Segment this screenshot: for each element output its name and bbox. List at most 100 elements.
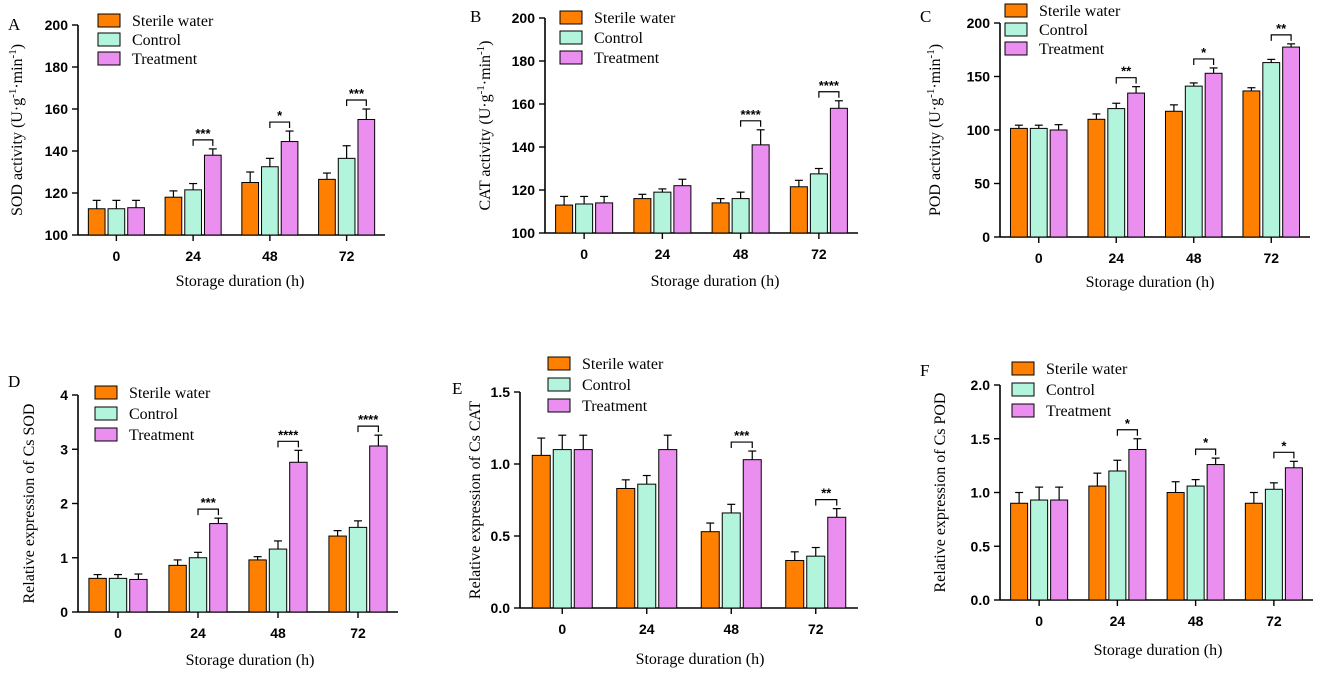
bar-treatment (1050, 499, 1069, 601)
y-axis-label-part: -1 (475, 46, 487, 55)
bar-control (108, 577, 128, 613)
x-tick-label: 0 (1035, 250, 1043, 266)
bar-sterile-water (700, 531, 720, 609)
significance-label: **** (741, 107, 762, 122)
legend-label: Sterile water (582, 356, 664, 373)
y-tick-label: 120 (512, 182, 536, 198)
bar-treatment (827, 516, 847, 609)
bar-treatment (1049, 129, 1068, 238)
panel-b: B 100 120 140 160 180 200 0 24 48 **** 72 **** Steril… (470, 7, 858, 290)
legend-label: Sterile water (129, 385, 211, 402)
y-tick-label: 180 (45, 59, 69, 75)
significance-bracket (197, 508, 219, 516)
bar-sterile-water (789, 186, 808, 234)
legend-label: Sterile water (594, 10, 676, 27)
legend-swatch (94, 427, 118, 442)
bar-treatment (127, 207, 145, 236)
y-tick-label: 200 (45, 17, 69, 33)
significance-label: **** (358, 412, 379, 427)
significance-bracket (1195, 448, 1217, 456)
bar-sterile-water (248, 559, 267, 613)
y-axis-label-part: CAT activity (U·g (477, 94, 494, 210)
bar-control (575, 203, 594, 234)
legend-label: Control (1046, 382, 1095, 399)
significance-bracket (1115, 77, 1137, 84)
panel-f: F 0.0 0.5 1.0 1.5 2.0 0 24 * 48 * 72 * Sterile water C… (920, 361, 1313, 659)
bar-sterile-water (1242, 90, 1261, 238)
bar-sterile-water (785, 559, 805, 609)
significance-bracket (818, 91, 840, 98)
bar-sterile-water (555, 204, 574, 234)
x-tick-label: 72 (1263, 250, 1279, 266)
legend-label: Treatment (1039, 41, 1105, 58)
legend-swatch (97, 13, 121, 28)
y-axis-label-part: SOD activity (U·g (9, 98, 26, 216)
y-axis-label-part: ·min (477, 55, 494, 85)
bar-control (552, 449, 572, 609)
bar-sterile-water (241, 182, 260, 236)
bar-sterile-water (164, 196, 183, 236)
y-axis-label: Relative expression of Cs POD (932, 393, 949, 593)
y-axis-label-part: ·min (927, 58, 944, 88)
significance-bracket (357, 425, 379, 433)
panel-label: C (920, 7, 931, 26)
y-axis-label-part: Relative expression of Cs CAT (467, 401, 484, 599)
bar-treatment (1204, 72, 1223, 238)
x-tick-label: 48 (1186, 250, 1202, 266)
x-axis-label: Storage duration (h) (1086, 274, 1215, 291)
y-tick-label: 0.5 (491, 528, 511, 544)
x-tick-label: 72 (1266, 613, 1282, 629)
bar-control (184, 189, 202, 236)
significance-bracket (346, 99, 367, 106)
panel-e: E 0.0 0.5 1.0 1.5 0 24 48 *** 72 ** Sterile water Co… (452, 356, 858, 668)
bar-sterile-water (616, 487, 636, 609)
bar-control (337, 157, 356, 236)
y-tick-label: 120 (45, 185, 69, 201)
bar-treatment (203, 154, 222, 236)
bar-treatment (1127, 92, 1146, 238)
bar-control (1030, 499, 1049, 601)
bar-sterile-water (328, 535, 347, 613)
significance-bracket (192, 139, 214, 146)
legend-swatch (547, 377, 571, 392)
panel-label: A (8, 15, 21, 34)
panel-c: C 0 50 100 150 200 0 24 ** 48 * 72 ** Sterile water Co… (920, 3, 1310, 291)
bar-control (1264, 488, 1283, 601)
y-tick-label: 180 (512, 53, 536, 69)
significance-bracket (269, 121, 291, 129)
x-tick-label: 24 (1110, 613, 1126, 629)
significance-bracket (740, 120, 762, 127)
legend-label: Control (132, 32, 181, 49)
significance-bracket (1193, 58, 1215, 65)
x-tick-label: 24 (190, 625, 206, 641)
bar-treatment (357, 119, 376, 236)
y-tick-label: 100 (45, 227, 69, 243)
bar-sterile-water (1166, 492, 1185, 601)
x-tick-label: 72 (808, 621, 824, 637)
legend-swatch (1011, 403, 1035, 418)
significance-label: ** (1121, 64, 1132, 79)
panel-label: D (8, 372, 20, 391)
bar-sterile-water (1244, 502, 1263, 601)
y-tick-label: 1 (60, 550, 68, 566)
y-tick-label: 100 (512, 225, 536, 241)
panel-label: F (920, 361, 929, 380)
bar-control (637, 483, 657, 609)
y-axis-label-part: POD activity (U·g (927, 98, 944, 216)
bar-control (1108, 470, 1127, 601)
y-tick-label: 160 (45, 101, 69, 117)
bar-treatment (673, 185, 692, 234)
significance-label: *** (195, 126, 211, 141)
legend-swatch (1011, 382, 1035, 397)
legend-swatch (1004, 3, 1028, 18)
x-tick-label: 48 (733, 246, 749, 262)
legend-swatch (559, 50, 583, 65)
bar-control (348, 526, 368, 613)
significance-label: * (1125, 416, 1131, 431)
legend-label: Control (129, 406, 178, 423)
legend-label: Control (594, 30, 643, 47)
legend-label: Treatment (132, 51, 198, 68)
legend-label: Sterile water (1039, 3, 1121, 20)
legend-swatch (97, 32, 121, 47)
significance-bracket (1270, 34, 1292, 41)
